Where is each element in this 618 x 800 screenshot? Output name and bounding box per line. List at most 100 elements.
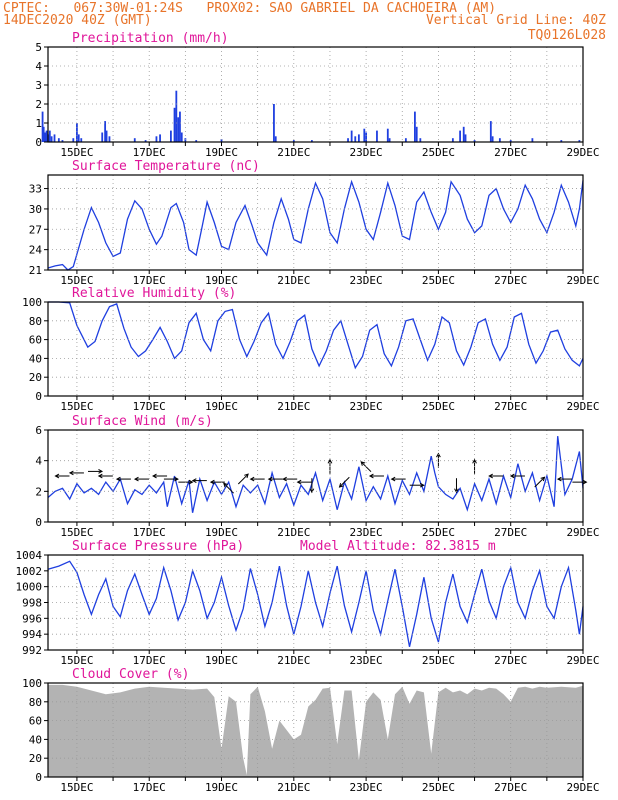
panel-4-wind-arrowhead xyxy=(368,473,374,479)
panel-4-ytick-label: 4 xyxy=(35,455,42,468)
panel-5-xtick-label: 15DEC xyxy=(60,654,93,667)
panel-1-bar xyxy=(61,140,64,142)
panel-1-title: Precipitation (mm/h) xyxy=(72,31,229,46)
panel-4-wind-arrowhead xyxy=(582,479,588,485)
panel-3-ytick-label: 60 xyxy=(29,334,42,347)
panel-6-ytick-label: 20 xyxy=(29,752,42,765)
panel-4-xtick-label: 15DEC xyxy=(60,526,93,539)
panel-4-xtick-label: 29DEC xyxy=(566,526,599,539)
panel-5-title: Surface Pressure (hPa) xyxy=(72,539,244,554)
panel-1-bar xyxy=(155,136,158,142)
panel-4-wind-arrowhead xyxy=(115,476,121,482)
panel-1-bar xyxy=(76,123,78,142)
panel-1-bar xyxy=(347,138,349,142)
panel-4-wind-arrowhead xyxy=(54,473,60,479)
panel-4-wind-arrowhead xyxy=(309,488,315,494)
panel-1-bar xyxy=(179,111,181,142)
panel-4-xtick-label: 25DEC xyxy=(422,526,455,539)
panel-6-xtick-label: 19DEC xyxy=(205,781,238,794)
panel-4-ytick-label: 0 xyxy=(35,516,42,529)
panel-2-xtick-label: 29DEC xyxy=(566,274,599,287)
panel-6-xtick-label: 25DEC xyxy=(422,781,455,794)
panel-4-title: Surface Wind (m/s) xyxy=(72,414,213,429)
panel-1-xtick-label: 25DEC xyxy=(422,146,455,159)
panel-1-ytick-label: 3 xyxy=(35,79,42,92)
panel-1-xtick-label: 15DEC xyxy=(60,146,93,159)
panel-3-frame xyxy=(47,301,584,397)
panel-5-xtick-label: 17DEC xyxy=(133,654,166,667)
panel-1-bar xyxy=(80,138,83,142)
panel-4-wind-arrowhead xyxy=(249,476,255,482)
panel-1-bar xyxy=(220,139,223,142)
panel-6-ytick-label: 80 xyxy=(29,696,42,709)
panel-4-wind-arrowhead xyxy=(338,483,344,488)
panel-4-wind-arrowhead xyxy=(419,482,425,488)
panel-1-bar xyxy=(365,132,368,142)
panel-1-bar xyxy=(48,130,51,142)
panel-1-bar xyxy=(274,136,277,142)
panel-1-bar xyxy=(159,134,161,142)
panel-1-bar xyxy=(133,138,136,142)
panel-5-xtick-label: 23DEC xyxy=(350,654,383,667)
panel-6-ytick-label: 0 xyxy=(35,771,42,784)
panel-1-bar xyxy=(464,134,467,142)
panel-4-wind-arrowhead xyxy=(244,473,249,479)
panel-2-title: Surface Temperature (nC) xyxy=(72,159,260,174)
panel-1-bar xyxy=(462,126,465,142)
panel-4-wind-arrowhead xyxy=(488,473,493,479)
panel-3-xtick-label: 19DEC xyxy=(205,400,238,413)
panel-2-xtick-label: 15DEC xyxy=(60,274,93,287)
panel-2-xtick-label: 21DEC xyxy=(277,274,310,287)
panel-6-ytick-label: 40 xyxy=(29,733,42,746)
panel-4-wind-arrowhead xyxy=(188,479,194,485)
panel-4-wind-arrowhead xyxy=(267,476,273,482)
panel-4-ytick-label: 6 xyxy=(35,424,42,437)
panel-1-ytick-label: 5 xyxy=(35,41,42,54)
panel-4-xtick-label: 23DEC xyxy=(350,526,383,539)
panel-3-xtick-label: 15DEC xyxy=(60,400,93,413)
panel-1-bar xyxy=(101,132,104,142)
panel-1-bar xyxy=(57,138,60,142)
panel-1-bar xyxy=(498,138,501,142)
panel-4-wind-arrowhead xyxy=(152,473,157,479)
panel-5-xtick-label: 29DEC xyxy=(566,654,599,667)
panel-1-bar xyxy=(578,140,581,142)
panel-1-bar xyxy=(42,126,45,142)
panel-4-wind-arrowhead xyxy=(360,461,366,466)
panel-6-title: Cloud Cover (%) xyxy=(72,667,189,682)
panel-3-title: Relative Humidity (%) xyxy=(72,286,236,301)
panel-4-wind-arrowhead xyxy=(191,478,197,483)
panel-1-bar xyxy=(104,121,107,142)
panel-4-wind-arrowhead xyxy=(174,476,179,482)
panel-4-xtick-label: 19DEC xyxy=(205,526,238,539)
panel-6-xtick-label: 21DEC xyxy=(277,781,310,794)
panel-4-wind-arrowhead xyxy=(223,482,228,488)
panel-4-wind-arrowhead xyxy=(68,470,74,476)
panel-1-xtick-label: 23DEC xyxy=(350,146,383,159)
panel-4-wind-arrowhead xyxy=(472,458,477,464)
panel-5-xtick-label: 25DEC xyxy=(422,654,455,667)
panel-3-xtick-label: 21DEC xyxy=(277,400,310,413)
panel-5-ytick-label: 998 xyxy=(22,597,42,610)
panel-4-wind-arrowhead xyxy=(296,479,302,485)
panel-1-bar xyxy=(144,140,147,142)
panel-1-xtick-label: 29DEC xyxy=(566,146,599,159)
panel-1-xtick-label: 27DEC xyxy=(494,146,527,159)
panel-2-xtick-label: 23DEC xyxy=(350,274,383,287)
panel-1-bar xyxy=(489,121,492,142)
panel-1-bar xyxy=(404,138,407,142)
panel-1-bar xyxy=(41,111,44,142)
panel-2-xtick-label: 17DEC xyxy=(133,274,166,287)
panel-4-wind-arrowhead xyxy=(327,458,333,464)
panel-2-ytick-label: 24 xyxy=(29,244,43,257)
panel-2-ytick-label: 21 xyxy=(29,264,42,277)
panel-1-bar xyxy=(108,136,111,142)
panel-1-bar xyxy=(415,126,418,142)
panel-5-ytick-label: 1002 xyxy=(16,565,43,578)
panel-3-series-line xyxy=(48,301,584,370)
panel-5-ytick-label: 1004 xyxy=(16,549,43,562)
panel-2-xtick-label: 19DEC xyxy=(205,274,238,287)
panel-6-xtick-label: 23DEC xyxy=(350,781,383,794)
panel-6-cloud-area xyxy=(48,684,583,777)
